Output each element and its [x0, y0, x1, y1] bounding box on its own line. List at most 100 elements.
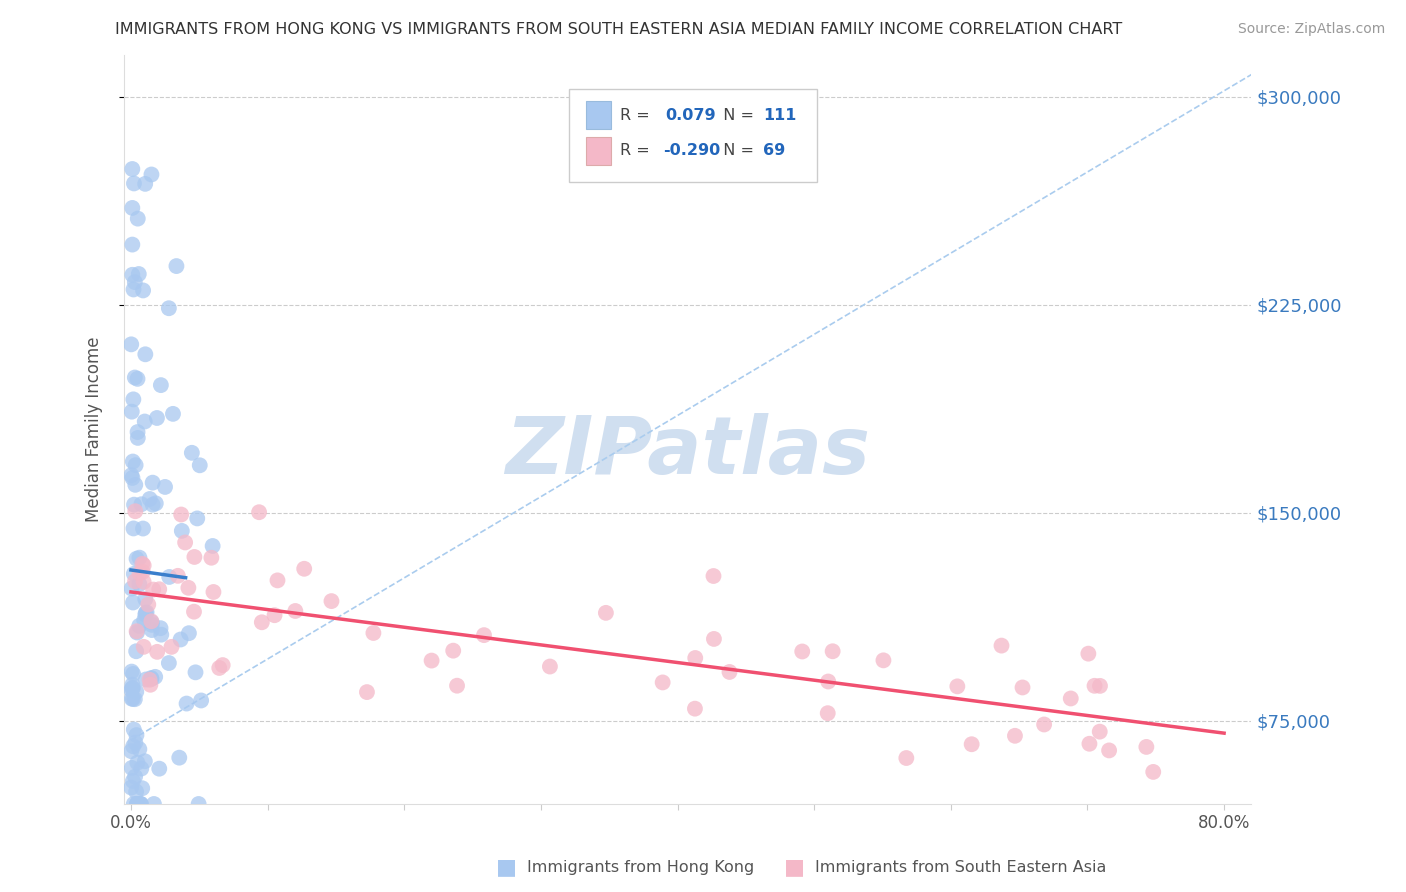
Point: [441, 643, 464, 657]
Point: [186, 511, 208, 525]
Point: [134, 415, 156, 429]
Text: 111: 111: [763, 108, 797, 122]
Text: 69: 69: [763, 144, 786, 159]
Point: [122, 774, 145, 789]
Text: R =: R =: [620, 144, 655, 159]
Point: [121, 582, 143, 596]
Text: ■: ■: [496, 857, 516, 877]
Point: [124, 458, 146, 472]
Point: [817, 674, 839, 689]
Point: [128, 566, 150, 581]
Point: [176, 697, 198, 711]
Point: [165, 259, 187, 273]
Point: [132, 565, 155, 579]
Point: [174, 535, 197, 549]
Point: [142, 475, 165, 490]
Point: [153, 480, 176, 494]
Point: [1098, 743, 1121, 757]
Point: [132, 522, 155, 536]
Point: [896, 751, 918, 765]
Point: [538, 659, 561, 673]
Point: [143, 670, 166, 684]
Point: [122, 177, 145, 191]
Point: [211, 658, 233, 673]
Point: [135, 606, 157, 620]
Point: [127, 372, 149, 386]
Y-axis label: Median Family Income: Median Family Income: [86, 337, 103, 523]
Point: [134, 754, 156, 768]
Point: [141, 618, 163, 632]
FancyBboxPatch shape: [586, 136, 612, 165]
Point: [134, 613, 156, 627]
Point: [121, 665, 143, 679]
Point: [125, 644, 148, 658]
Point: [121, 404, 143, 418]
Point: [146, 411, 169, 425]
Point: [121, 454, 143, 468]
Point: [284, 604, 307, 618]
Point: [132, 558, 155, 573]
Text: IMMIGRANTS FROM HONG KONG VS IMMIGRANTS FROM SOUTH EASTERN ASIA MEDIAN FAMILY IN: IMMIGRANTS FROM HONG KONG VS IMMIGRANTS …: [115, 22, 1122, 37]
Point: [169, 750, 191, 764]
Point: [821, 644, 844, 658]
Point: [129, 797, 152, 811]
Point: [125, 685, 148, 699]
FancyBboxPatch shape: [569, 89, 817, 183]
Text: Source: ZipAtlas.com: Source: ZipAtlas.com: [1237, 22, 1385, 37]
Point: [129, 797, 152, 811]
Point: [190, 693, 212, 707]
Point: [321, 594, 343, 608]
Point: [200, 550, 222, 565]
Point: [595, 606, 617, 620]
Point: [121, 237, 143, 252]
Point: [1078, 737, 1101, 751]
Point: [1088, 679, 1111, 693]
Point: [128, 267, 150, 281]
Point: [132, 574, 155, 589]
Point: [1142, 764, 1164, 779]
Point: [121, 678, 143, 692]
Point: [124, 478, 146, 492]
Point: [129, 797, 152, 811]
Point: [146, 645, 169, 659]
Point: [122, 498, 145, 512]
Point: [247, 505, 270, 519]
Point: [141, 671, 163, 685]
Point: [141, 623, 163, 637]
Point: [134, 607, 156, 622]
Point: [683, 651, 706, 665]
Point: [148, 762, 170, 776]
Point: [160, 640, 183, 654]
Point: [125, 625, 148, 640]
Point: [1004, 729, 1026, 743]
Point: [124, 574, 146, 589]
Point: [157, 656, 180, 670]
Point: [150, 627, 173, 641]
Point: [946, 679, 969, 693]
Point: [129, 762, 152, 776]
Point: [702, 569, 724, 583]
Point: [128, 577, 150, 591]
Point: [263, 608, 285, 623]
Point: [990, 639, 1012, 653]
Point: [420, 654, 443, 668]
Point: [128, 742, 150, 756]
Point: [127, 431, 149, 445]
Point: [134, 347, 156, 361]
Point: [141, 615, 163, 629]
Point: [135, 606, 157, 620]
Point: [127, 211, 149, 226]
Point: [122, 595, 145, 609]
Point: [122, 392, 145, 407]
Point: [142, 498, 165, 512]
Point: [188, 458, 211, 473]
Point: [122, 667, 145, 681]
Point: [122, 521, 145, 535]
Point: [184, 665, 207, 680]
Point: [142, 582, 165, 597]
Text: R =: R =: [620, 108, 655, 122]
FancyBboxPatch shape: [586, 101, 612, 129]
Point: [132, 284, 155, 298]
Point: [120, 468, 142, 483]
Point: [131, 557, 153, 571]
